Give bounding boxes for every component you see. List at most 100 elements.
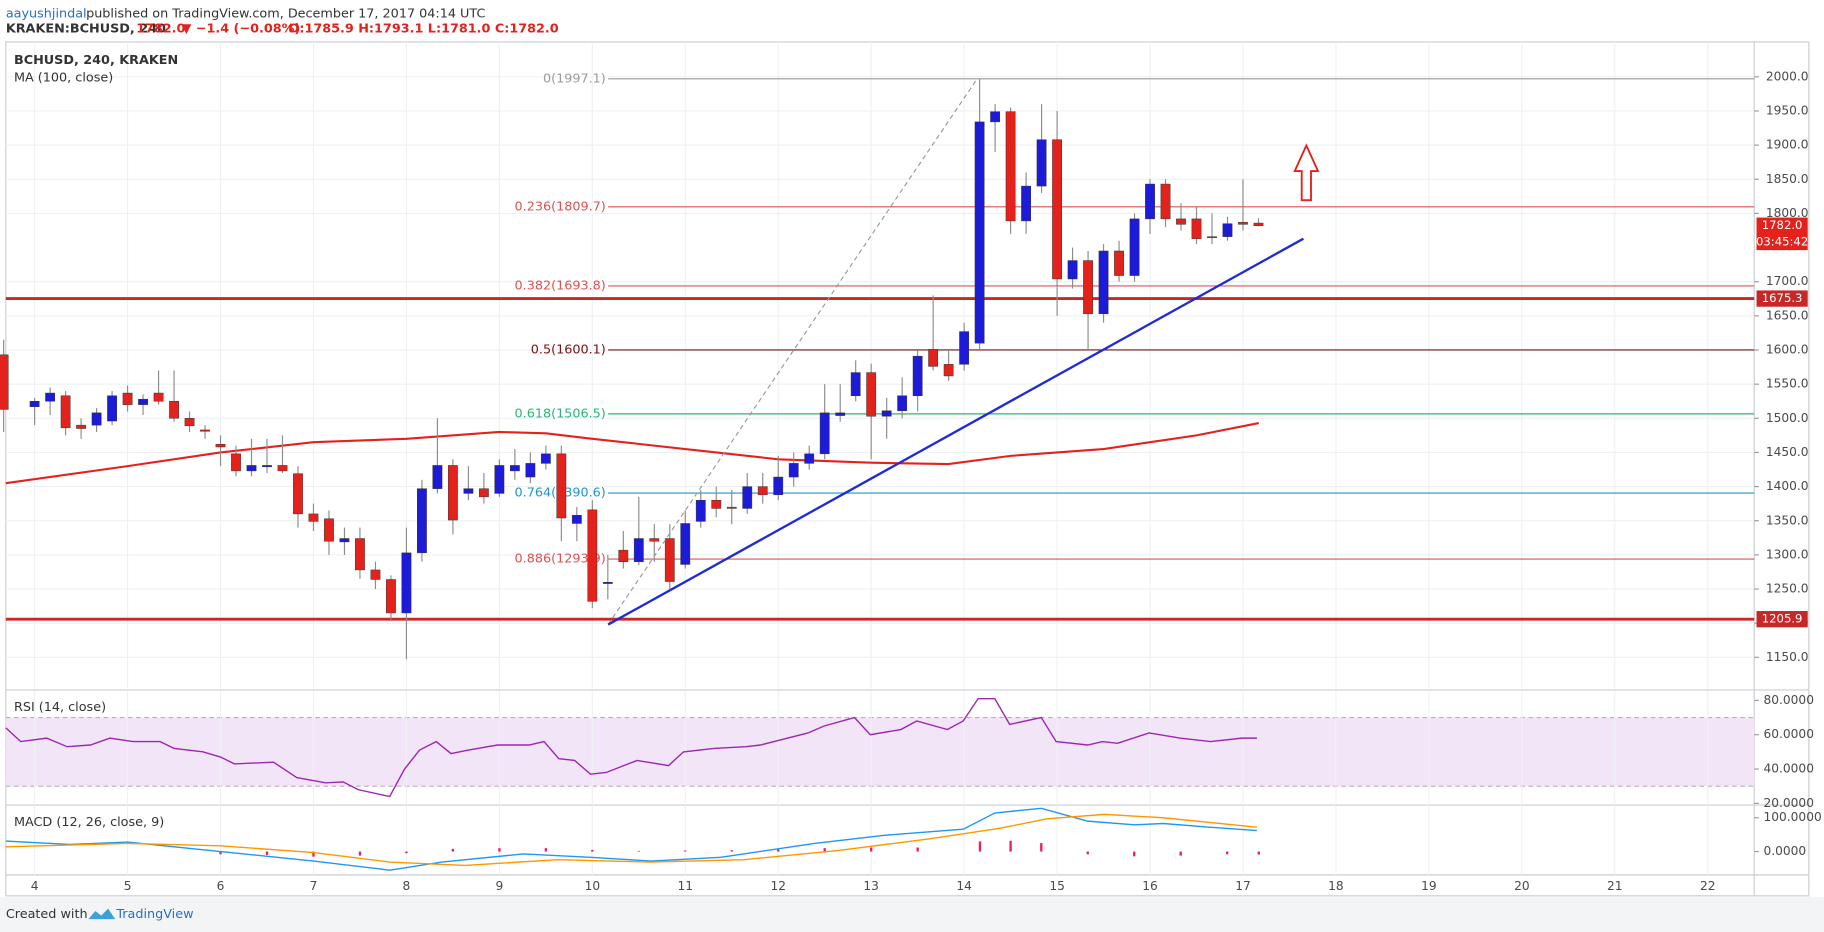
- symbol: KRAKEN:BCHUSD, 240: [6, 22, 166, 37]
- y-tick-label: 1350.0: [1766, 513, 1809, 527]
- ohlc: O:1785.9 H:1793.1 L:1781.0 C:1782.0: [288, 22, 558, 37]
- rsi-tick-label: 40.0000: [1764, 762, 1814, 776]
- fib-label: 0.236(1809.7): [515, 199, 606, 214]
- candle-body: [1052, 139, 1062, 280]
- y-tick-label: 1900.0: [1766, 138, 1809, 152]
- candle-body: [463, 488, 474, 494]
- macd-histogram-bar: [405, 851, 408, 854]
- countdown-label: 03:45:42: [1756, 234, 1808, 248]
- macd-histogram-bar: [1179, 851, 1182, 856]
- y-tick-label: 1800.0: [1766, 206, 1809, 220]
- footer-bar: [0, 896, 1824, 932]
- x-tick-label: 17: [1235, 879, 1251, 893]
- candle-body: [293, 473, 303, 515]
- candle-body: [1222, 223, 1233, 237]
- candle-body: [215, 444, 226, 448]
- macd-histogram-bar: [1040, 843, 1043, 852]
- macd-histogram-bar: [1086, 851, 1089, 855]
- last: 1782.0: [136, 22, 185, 37]
- candle-body: [1191, 218, 1202, 239]
- y-tick-label: 2000.0: [1766, 69, 1809, 83]
- candle-body: [1114, 250, 1124, 276]
- candle-body: [355, 538, 365, 571]
- price-tag: [1756, 290, 1808, 307]
- macd-histogram-bar: [916, 847, 919, 852]
- x-tick-label: 5: [124, 879, 132, 893]
- x-tick-label: 16: [1142, 879, 1158, 893]
- candle-body: [1005, 111, 1016, 222]
- author[interactable]: aayushjindal: [6, 7, 87, 22]
- x-tick-label: 9: [495, 879, 503, 893]
- macd-label: MACD (12, 26, close, 9): [14, 815, 164, 830]
- moving-average: [5, 422, 1259, 485]
- brand-logo: [88, 908, 116, 920]
- candle-body: [432, 465, 443, 489]
- candle-body: [959, 331, 970, 365]
- x-tick-label: 10: [585, 879, 601, 893]
- x-tick-label: 15: [1049, 879, 1065, 893]
- x-tick-label: 13: [863, 879, 879, 893]
- y-tick-label: 1450.0: [1766, 445, 1809, 459]
- candle-body: [76, 424, 86, 429]
- candle-body: [153, 392, 164, 402]
- rsi-tick-label: 20.0000: [1764, 796, 1814, 810]
- fib-swing: [607, 78, 978, 625]
- candle-body: [726, 506, 737, 509]
- macd-histogram-bar: [1257, 851, 1260, 855]
- candle-body: [974, 121, 985, 344]
- macd-histogram-bar: [1226, 851, 1229, 855]
- x-tick-label: 11: [678, 879, 694, 893]
- x-tick-label: 19: [1421, 879, 1437, 893]
- macd-histogram-bar: [498, 848, 501, 852]
- arrow-up: [1293, 143, 1320, 202]
- macd-histogram-bar: [312, 851, 315, 857]
- candle-body: [633, 538, 644, 562]
- candle-body: [788, 463, 799, 478]
- candle-body: [835, 412, 846, 416]
- candle-body: [1253, 222, 1264, 226]
- y-tick-label: 1500.0: [1766, 411, 1809, 425]
- candle-body: [525, 463, 536, 478]
- macd-histogram-bar: [870, 847, 873, 852]
- candle-body: [928, 349, 939, 367]
- y-tick-label: 1150.0: [1766, 650, 1809, 664]
- candle-body: [1098, 250, 1109, 315]
- candle-body: [556, 453, 567, 519]
- footer-brand[interactable]: TradingView: [115, 907, 193, 922]
- candle-body: [1160, 183, 1171, 220]
- candle-body: [386, 579, 396, 614]
- candle-body: [1021, 185, 1031, 222]
- y-tick-label: 1850.0: [1766, 172, 1809, 186]
- candle-body: [1207, 236, 1217, 239]
- last-price-label: 1782.0: [1762, 218, 1803, 232]
- macd-histogram-bar: [823, 848, 826, 852]
- macd-histogram-bar: [1009, 840, 1012, 852]
- candle-body: [943, 364, 954, 377]
- change: ▼ −1.4 (−0.08%): [181, 22, 300, 37]
- candle-body: [401, 552, 412, 614]
- candle-body: [897, 395, 908, 412]
- macd-line: [5, 807, 1257, 871]
- macd-histogram-bar: [1133, 851, 1136, 857]
- macd-histogram-bar: [265, 851, 269, 855]
- x-tick-label: 22: [1700, 879, 1716, 893]
- price-tag: [1756, 611, 1808, 628]
- x-tick-label: 14: [956, 879, 972, 893]
- candle-body: [448, 465, 458, 521]
- candle-body: [1238, 222, 1248, 225]
- x-tick-label: 4: [31, 879, 39, 893]
- ma-label: MA (100, close): [14, 71, 113, 86]
- candle-body: [540, 453, 551, 464]
- candle-body: [324, 518, 334, 542]
- fib-label: 0.382(1693.8): [515, 278, 606, 293]
- candle-body: [417, 488, 427, 554]
- macd-tick-label: 0.0000: [1764, 844, 1807, 858]
- candle-body: [649, 538, 660, 542]
- candle-body: [184, 418, 195, 427]
- candle-body: [819, 412, 830, 455]
- candle-body: [1129, 218, 1140, 276]
- macd-histogram-bar: [358, 851, 362, 856]
- candle-body: [122, 392, 133, 405]
